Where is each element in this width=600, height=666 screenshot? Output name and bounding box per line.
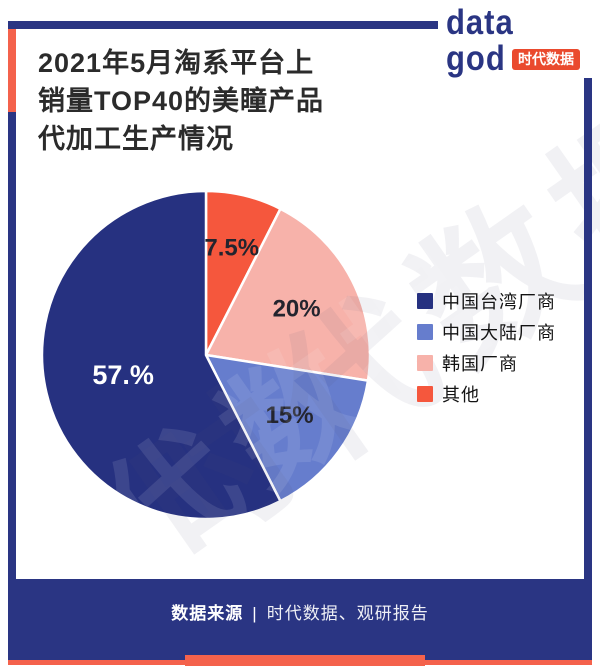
legend-item: 中国大陆厂商 xyxy=(417,322,556,343)
title-line-3: 代加工生产情况 xyxy=(38,124,234,154)
legend-item: 中国台湾厂商 xyxy=(417,291,556,312)
footer-bottom-bar xyxy=(185,655,425,666)
source-text: 时代数据、观研报告 xyxy=(266,604,429,623)
legend-swatch xyxy=(417,386,433,402)
logo-word-data: data xyxy=(446,1,514,42)
legend-swatch xyxy=(417,324,433,340)
source-divider: | xyxy=(252,604,258,623)
frame-left-accent xyxy=(8,29,16,112)
pie-slice-label: 7.5% xyxy=(204,235,259,262)
legend-label: 韩国厂商 xyxy=(442,354,518,374)
page-title: 2021年5月淘系平台上 销量TOP40的美瞳产品 代加工生产情况 xyxy=(38,44,324,158)
legend-label: 中国台湾厂商 xyxy=(442,292,556,312)
pie-slice xyxy=(204,207,372,382)
legend-item: 韩国厂商 xyxy=(417,353,556,374)
chart-legend: 中国台湾厂商 中国大陆厂商 韩国厂商其他 xyxy=(417,291,556,415)
source-label: 数据来源 xyxy=(171,604,244,623)
pie-slice-label: 57.% xyxy=(92,360,154,390)
legend-label: 其他 xyxy=(442,385,480,405)
title-line-1: 2021年5月淘系平台上 xyxy=(38,48,315,78)
frame-top-bar xyxy=(8,21,592,29)
pie-slice xyxy=(204,353,370,503)
frame-right-border xyxy=(584,74,592,579)
data-source-line: 数据来源 | 时代数据、观研报告 xyxy=(171,599,428,624)
legend-swatch xyxy=(417,355,433,371)
frame-left-border xyxy=(8,21,16,579)
footer-band: 数据来源 | 时代数据、观研报告 xyxy=(8,579,592,660)
logo-word-god: god xyxy=(446,37,506,78)
title-line-2: 销量TOP40的美瞳产品 xyxy=(38,86,325,116)
pie-slice-label: 20% xyxy=(273,295,321,322)
pie-slice-label: 15% xyxy=(266,402,314,429)
legend-label: 中国大陆厂商 xyxy=(442,323,556,343)
brand-logo: data god 时代数据 xyxy=(438,0,600,78)
brand-badge: 时代数据 xyxy=(512,49,580,70)
pie-chart-svg: 7.5% 20% 15% 57.% xyxy=(40,189,372,521)
pie-slice xyxy=(40,189,282,521)
legend-swatch xyxy=(417,293,433,309)
legend-item: 其他 xyxy=(417,384,556,405)
